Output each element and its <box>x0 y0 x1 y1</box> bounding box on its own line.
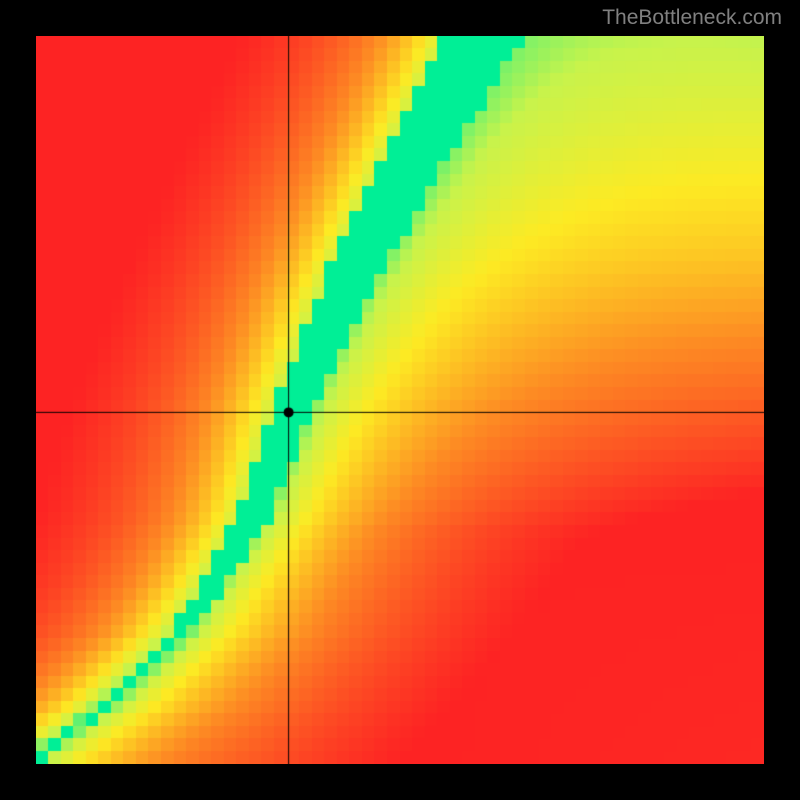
heatmap-plot <box>36 36 764 764</box>
heatmap-canvas <box>36 36 764 764</box>
watermark-text: TheBottleneck.com <box>602 6 782 30</box>
